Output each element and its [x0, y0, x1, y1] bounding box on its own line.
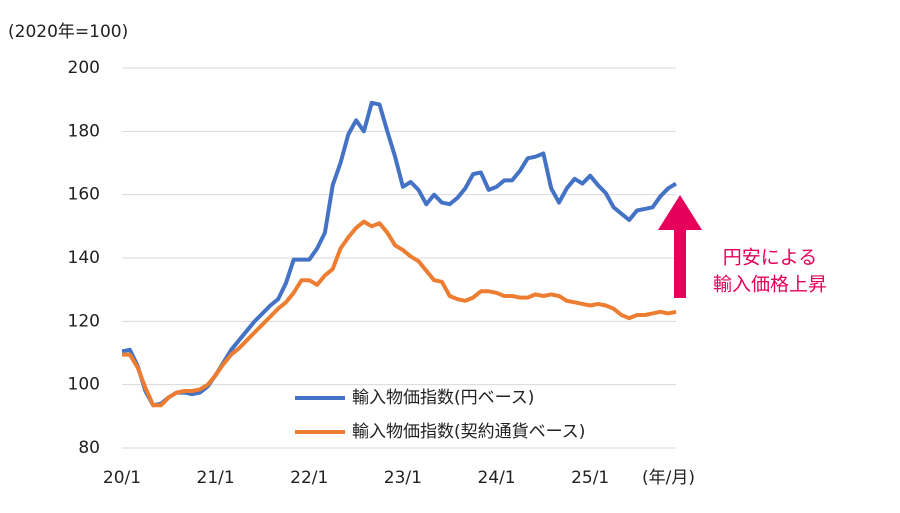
annotation-arrow-head — [658, 195, 702, 230]
x-axis-label: (年/月) — [642, 468, 695, 488]
x-tick-label: 20/1 — [103, 468, 141, 488]
annotation-arrow-shaft — [674, 228, 686, 298]
y-tick-label: 120 — [68, 311, 100, 331]
y-tick-label: 140 — [68, 248, 100, 268]
series-line — [122, 219, 677, 408]
y-tick-label: 180 — [68, 121, 100, 141]
y-tick-label: 160 — [68, 185, 100, 205]
y-tick-label: 100 — [68, 375, 100, 395]
legend-label: 輸入物価指数(円ベース) — [352, 388, 534, 408]
series-line — [121, 100, 678, 408]
legend-label: 輸入物価指数(契約通貨ベース) — [352, 422, 585, 442]
y-tick-label: 80 — [78, 438, 100, 458]
x-tick-label: 22/1 — [290, 468, 328, 488]
annotation-text: 円安による — [723, 247, 817, 269]
x-tick-label: 24/1 — [477, 468, 515, 488]
y-axis-label: (2020年=100) — [8, 22, 128, 42]
annotation-text: 輸入価格上昇 — [713, 274, 827, 296]
x-tick-label: 25/1 — [571, 468, 609, 488]
x-tick-label: 23/1 — [384, 468, 422, 488]
y-tick-label: 200 — [68, 58, 100, 78]
x-tick-label: 21/1 — [197, 468, 235, 488]
